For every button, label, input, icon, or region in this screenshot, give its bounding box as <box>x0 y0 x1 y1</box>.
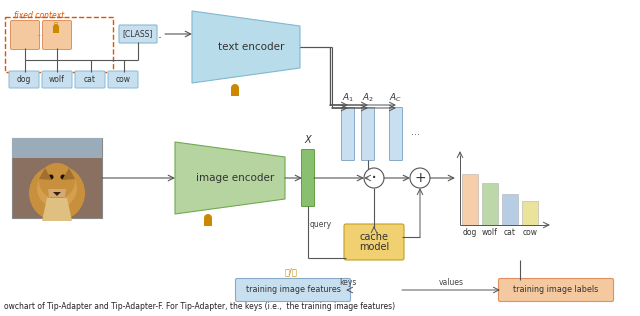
FancyBboxPatch shape <box>75 71 105 88</box>
Text: $A_2$: $A_2$ <box>362 92 374 104</box>
Polygon shape <box>48 189 66 197</box>
Text: text encoder: text encoder <box>218 42 284 52</box>
Text: training image labels: training image labels <box>513 285 598 295</box>
FancyBboxPatch shape <box>390 107 403 161</box>
Bar <box>502 194 518 225</box>
Circle shape <box>61 174 65 179</box>
Polygon shape <box>39 168 52 180</box>
Text: query: query <box>310 220 332 229</box>
Bar <box>482 183 498 225</box>
Circle shape <box>49 174 54 179</box>
Text: .: . <box>158 27 162 40</box>
Circle shape <box>410 168 430 188</box>
FancyBboxPatch shape <box>342 107 355 161</box>
Text: cow: cow <box>522 228 538 237</box>
Circle shape <box>29 165 85 221</box>
FancyBboxPatch shape <box>119 25 157 43</box>
Text: X: X <box>305 135 311 145</box>
Text: keys: keys <box>339 278 356 287</box>
Circle shape <box>364 168 384 188</box>
Polygon shape <box>62 168 75 180</box>
FancyBboxPatch shape <box>10 21 40 50</box>
Text: $A_C$: $A_C$ <box>390 92 403 104</box>
Text: model: model <box>359 242 389 252</box>
Bar <box>12 138 102 158</box>
Bar <box>231 89 239 96</box>
Text: 🔓/🔒: 🔓/🔒 <box>285 268 298 276</box>
Text: owchart of Tip-Adapter and Tip-Adapter-F. For Tip-Adapter, the keys (i.e.,  the : owchart of Tip-Adapter and Tip-Adapter-F… <box>4 302 395 311</box>
FancyBboxPatch shape <box>9 71 39 88</box>
Text: cache: cache <box>360 232 388 242</box>
Text: cat: cat <box>504 228 516 237</box>
FancyBboxPatch shape <box>42 71 72 88</box>
Circle shape <box>231 84 239 92</box>
Bar <box>522 201 538 225</box>
Text: training image features: training image features <box>246 285 340 295</box>
Text: [CLASS]: [CLASS] <box>123 29 153 39</box>
Text: dog: dog <box>463 228 477 237</box>
Text: ⚿: ⚿ <box>54 22 58 28</box>
Text: +: + <box>414 171 426 185</box>
FancyBboxPatch shape <box>236 278 351 301</box>
Bar <box>204 219 212 226</box>
Bar <box>5 17 113 72</box>
Text: cat: cat <box>84 75 96 84</box>
Text: ...: ... <box>411 127 420 137</box>
Bar <box>53 28 59 33</box>
Text: dog: dog <box>17 75 31 84</box>
Circle shape <box>39 163 75 199</box>
FancyBboxPatch shape <box>344 224 404 260</box>
FancyBboxPatch shape <box>362 107 374 161</box>
Text: values: values <box>438 278 463 287</box>
Circle shape <box>204 214 212 222</box>
FancyBboxPatch shape <box>301 149 314 206</box>
Text: ...: ... <box>36 29 44 39</box>
Text: wolf: wolf <box>49 75 65 84</box>
Bar <box>12 138 102 218</box>
Circle shape <box>53 24 59 30</box>
Text: wolf: wolf <box>482 228 498 237</box>
Polygon shape <box>192 11 300 83</box>
Text: fixed context: fixed context <box>14 11 64 20</box>
Text: cow: cow <box>115 75 131 84</box>
FancyBboxPatch shape <box>108 71 138 88</box>
FancyBboxPatch shape <box>42 21 72 50</box>
Text: ·: · <box>371 168 377 187</box>
Circle shape <box>37 168 77 208</box>
Text: $A_1$: $A_1$ <box>342 92 354 104</box>
Polygon shape <box>42 198 72 221</box>
Text: image encoder: image encoder <box>196 173 274 183</box>
FancyBboxPatch shape <box>499 278 614 301</box>
Bar <box>462 174 478 225</box>
Polygon shape <box>53 192 61 196</box>
Polygon shape <box>175 142 285 214</box>
